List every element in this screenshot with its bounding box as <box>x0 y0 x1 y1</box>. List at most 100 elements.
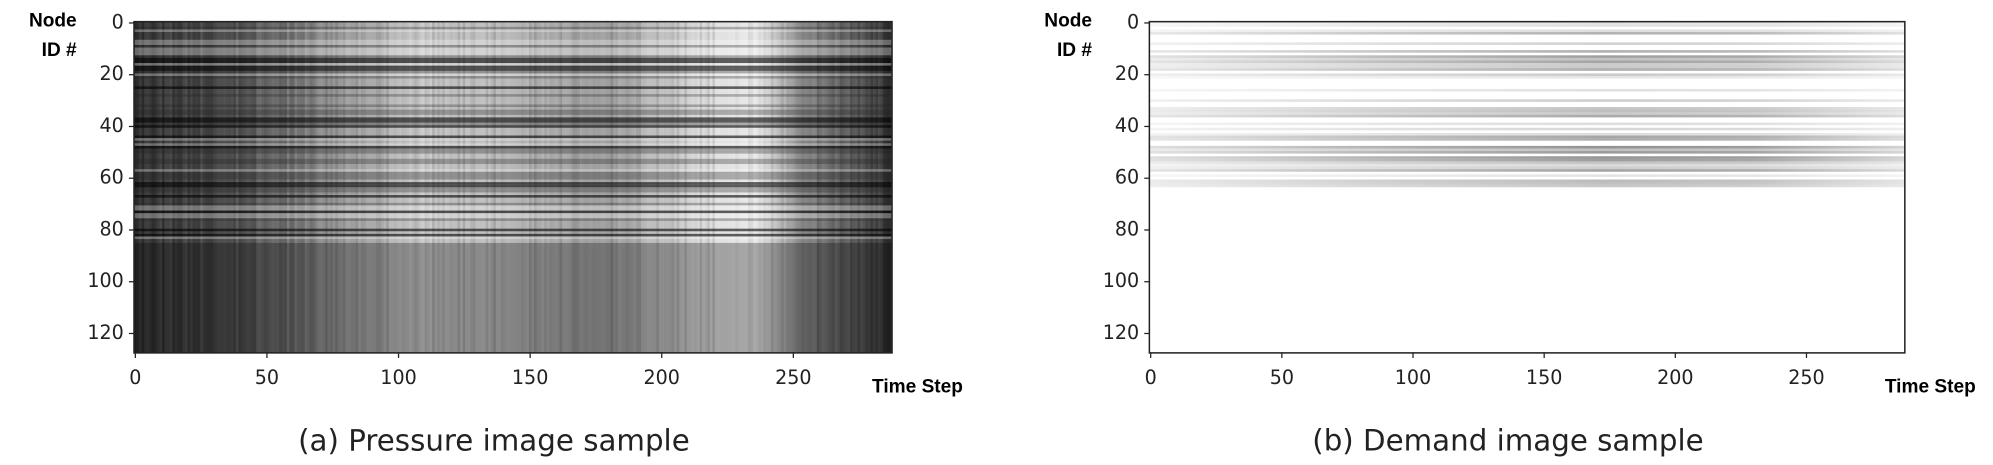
image-texture <box>134 109 893 113</box>
image-texture <box>1149 57 1905 61</box>
image-texture <box>134 68 893 71</box>
image-texture <box>1149 114 1905 118</box>
image-texture <box>134 94 893 97</box>
image-texture <box>1149 179 1905 183</box>
image-texture <box>1149 166 1905 170</box>
x-tick-label: 250 <box>775 366 811 389</box>
y-axis-label: Node <box>29 11 77 32</box>
image-texture <box>134 73 893 77</box>
x-tick-label: 100 <box>380 366 416 389</box>
image-texture <box>134 195 893 198</box>
image-texture <box>1149 32 1905 35</box>
x-tick-label: 250 <box>1788 366 1824 389</box>
image-texture <box>134 205 893 208</box>
image-texture <box>134 42 893 45</box>
image-texture <box>134 207 893 211</box>
y-tick-label: 40 <box>1115 114 1139 137</box>
image-texture <box>1149 55 1905 58</box>
image-texture <box>1149 29 1905 33</box>
image-texture <box>134 215 893 219</box>
y-tick-label: 80 <box>100 217 124 240</box>
y-tick-label: 100 <box>1103 269 1139 292</box>
y-tick-label: 60 <box>1115 166 1139 189</box>
image-texture <box>1149 76 1905 79</box>
image-texture <box>1149 158 1905 162</box>
image-texture <box>134 76 893 79</box>
y-tick-label: 0 <box>1127 10 1139 33</box>
image-texture <box>134 104 893 108</box>
panel-title: (a) Pressure image sample <box>298 424 690 458</box>
y-tick-label: 120 <box>87 321 123 344</box>
y-axis-label: ID # <box>42 40 77 61</box>
image-texture <box>134 125 893 128</box>
image-texture <box>134 50 893 53</box>
image-texture <box>1149 68 1905 71</box>
image-texture <box>1149 60 1905 64</box>
image-texture <box>1149 63 1905 66</box>
image-texture <box>134 242 893 353</box>
image-texture <box>134 189 893 193</box>
image-texture <box>134 39 893 43</box>
image-texture <box>134 158 893 162</box>
image-texture <box>134 176 893 180</box>
image-texture <box>1149 122 1905 126</box>
image-texture <box>134 86 893 89</box>
image-texture <box>134 29 893 33</box>
image-texture <box>1149 127 1905 131</box>
image-texture <box>1149 161 1905 164</box>
image-texture <box>134 65 893 69</box>
image-texture <box>134 63 893 66</box>
y-axis-label: ID # <box>1057 40 1092 61</box>
image-texture <box>134 218 893 221</box>
image-texture <box>1149 135 1905 139</box>
image-texture <box>134 143 893 146</box>
image-texture <box>134 70 893 74</box>
panel-title: (b) Demand image sample <box>1312 424 1703 458</box>
image-texture <box>134 52 893 56</box>
image-texture <box>134 171 893 175</box>
y-tick-label: 120 <box>1103 321 1139 344</box>
image-texture <box>1149 109 1905 113</box>
image-texture <box>1149 99 1905 102</box>
image-texture <box>1149 107 1905 110</box>
image-texture <box>1149 73 1905 77</box>
image-texture <box>1149 88 1905 92</box>
image-texture <box>134 161 893 164</box>
x-tick-label: 150 <box>1526 366 1562 389</box>
image-texture <box>134 119 893 123</box>
image-texture <box>134 169 893 172</box>
image-texture <box>134 210 893 214</box>
axes-frame <box>133 20 893 354</box>
y-axis-label: Node <box>1044 11 1092 32</box>
image-texture <box>1149 156 1905 159</box>
image-texture <box>134 122 893 126</box>
image-texture <box>134 182 893 185</box>
y-tick-label: 80 <box>1115 217 1139 240</box>
image-texture <box>134 44 893 48</box>
image-texture <box>134 117 893 120</box>
image-texture <box>134 57 893 61</box>
image-texture <box>1149 21 1905 25</box>
image-texture <box>134 236 893 240</box>
image-texture <box>134 184 893 188</box>
y-tick-label: 100 <box>87 269 123 292</box>
y-tick-label: 20 <box>1115 62 1139 85</box>
axes-frame <box>1148 20 1906 354</box>
image-texture <box>134 26 893 30</box>
x-axis-label: Time Step <box>1885 376 1976 397</box>
image-texture <box>134 228 893 232</box>
image-texture <box>134 138 893 141</box>
image-texture <box>134 112 893 115</box>
y-tick-label: 40 <box>100 114 124 137</box>
image-texture <box>1149 182 1905 185</box>
image-texture <box>1149 145 1905 149</box>
image-texture <box>134 135 893 139</box>
image-texture <box>134 145 893 149</box>
image-texture <box>1149 163 1905 167</box>
x-tick-label: 50 <box>255 366 279 389</box>
x-axis-label: Time Step <box>872 376 963 397</box>
x-tick-label: 100 <box>1395 366 1431 389</box>
image-texture <box>1149 112 1905 115</box>
x-tick-label: 150 <box>512 366 548 389</box>
